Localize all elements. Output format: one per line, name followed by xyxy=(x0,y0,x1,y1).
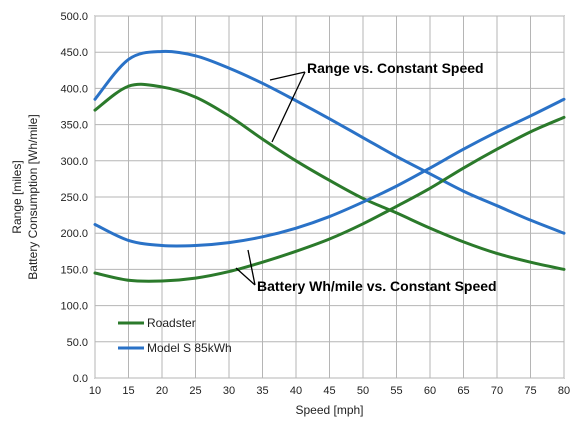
annotation-range: Range vs. Constant Speed xyxy=(307,60,484,76)
annotations: Range vs. Constant Speed Battery Wh/mile… xyxy=(235,60,497,294)
x-tick-label: 10 xyxy=(89,385,101,397)
x-tick-label: 35 xyxy=(256,385,268,397)
y-tick-label: 0.0 xyxy=(73,373,88,385)
y-axis-label-range: Range [miles] xyxy=(10,160,24,233)
annotation-consumption: Battery Wh/mile vs. Constant Speed xyxy=(257,278,497,294)
series-line-roadster-wh_per_mile xyxy=(93,115,566,283)
x-tick-label: 65 xyxy=(457,385,469,397)
series-line-roadster-range xyxy=(93,82,566,271)
legend-label-model-s: Model S 85kWh xyxy=(147,341,232,355)
y-tick-label: 350.0 xyxy=(60,120,88,132)
x-tick-label: 45 xyxy=(323,385,335,397)
tick-labels: 10 15 20 25 30 35 40 45 50 55 60 65 70 75 80 0.0 50.0 100… xyxy=(60,11,570,397)
x-axis-label: Speed [mph] xyxy=(295,403,363,417)
annotation-pointer-range xyxy=(269,71,306,143)
x-tick-label: 20 xyxy=(156,385,168,397)
y-tick-label: 450.0 xyxy=(60,47,88,59)
y-tick-label: 50.0 xyxy=(67,337,88,349)
y-tick-label: 400.0 xyxy=(60,83,88,95)
legend: Roadster Model S 85kWh xyxy=(118,316,232,355)
y-tick-label: 150.0 xyxy=(60,264,88,276)
annotation-pointers xyxy=(235,71,306,286)
y-tick-label: 300.0 xyxy=(60,156,88,168)
y-axis-label-consumption: Battery Consumption [Wh/mile] xyxy=(26,114,40,279)
x-tick-label: 50 xyxy=(357,385,369,397)
series-lines xyxy=(93,49,566,283)
x-tick-label: 80 xyxy=(558,385,570,397)
series-line-model-s-85kwh-wh_per_mile xyxy=(93,97,566,248)
x-tick-label: 70 xyxy=(491,385,503,397)
legend-label-roadster: Roadster xyxy=(147,316,196,330)
x-tick-label: 75 xyxy=(524,385,536,397)
grid xyxy=(94,15,565,379)
y-tick-label: 250.0 xyxy=(60,192,88,204)
y-tick-label: 500.0 xyxy=(60,11,88,23)
x-tick-label: 15 xyxy=(122,385,134,397)
y-tick-label: 100.0 xyxy=(60,301,88,313)
x-tick-label: 55 xyxy=(390,385,402,397)
annotation-pointer-consumption xyxy=(235,249,256,286)
y-tick-label: 200.0 xyxy=(60,228,88,240)
series-line-model-s-85kwh-range xyxy=(93,49,566,235)
x-tick-label: 25 xyxy=(189,385,201,397)
x-tick-label: 30 xyxy=(223,385,235,397)
x-tick-label: 60 xyxy=(424,385,436,397)
x-tick-label: 40 xyxy=(290,385,302,397)
